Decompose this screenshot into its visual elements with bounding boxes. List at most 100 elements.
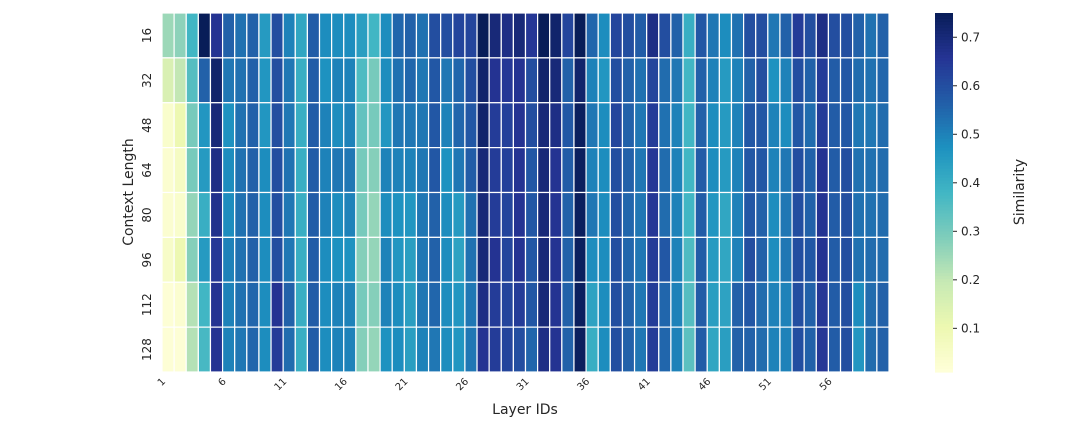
colorbar-tick-label: 0.3 <box>961 224 980 238</box>
heatmap-cells <box>161 12 890 373</box>
heatmap-cell <box>197 57 212 104</box>
heatmap-cell <box>318 12 333 59</box>
heatmap-cell <box>391 236 405 283</box>
colorbar-segment <box>935 57 953 62</box>
colorbar-segment <box>935 288 953 292</box>
heatmap-cell <box>537 281 551 328</box>
colorbar-segment <box>935 156 953 161</box>
heatmap-cell <box>391 12 405 59</box>
colorbar-segment <box>935 99 953 104</box>
heatmap-cell <box>524 57 539 104</box>
colorbar-segment <box>935 366 953 370</box>
heatmap-cell <box>658 57 672 104</box>
heatmap-cell <box>427 102 442 149</box>
heatmap-cell <box>464 281 478 328</box>
colorbar-segment <box>935 303 953 307</box>
heatmap-cell <box>597 102 611 149</box>
heatmap-cell <box>197 191 212 238</box>
heatmap-cell <box>779 102 793 149</box>
heatmap-cell <box>573 326 587 373</box>
heatmap-cell <box>306 102 321 149</box>
heatmap-cell <box>197 326 212 373</box>
heatmap-cell <box>173 102 187 149</box>
heatmap-cell <box>561 191 575 238</box>
heatmap-cell <box>767 326 781 373</box>
heatmap-cell <box>767 12 781 59</box>
heatmap-cell <box>282 236 296 283</box>
heatmap-cell <box>355 191 369 238</box>
heatmap-cell <box>161 12 175 59</box>
heatmap-cell <box>767 236 781 283</box>
heatmap-cell <box>367 102 381 149</box>
heatmap-cell <box>609 57 624 104</box>
heatmap-cell <box>221 147 236 194</box>
heatmap-cell <box>209 102 224 149</box>
heatmap-cell <box>440 281 454 328</box>
y-axis-label: Context Length <box>121 138 137 246</box>
heatmap-cell <box>367 326 381 373</box>
heatmap-cell <box>537 12 551 59</box>
heatmap-cell <box>452 102 466 149</box>
colorbar-segment <box>935 75 953 80</box>
heatmap-cell <box>755 191 769 238</box>
y-tick-label: 128 <box>140 338 154 361</box>
colorbar-segment <box>935 234 953 238</box>
heatmap-cell <box>488 102 502 149</box>
heatmap-cell <box>173 12 187 59</box>
heatmap-cell <box>500 147 514 194</box>
heatmap-cell <box>512 191 527 238</box>
heatmap-cell <box>391 102 405 149</box>
heatmap-cell <box>415 102 430 149</box>
heatmap-cell <box>209 57 224 104</box>
heatmap-cell <box>464 326 478 373</box>
colorbar-segment <box>935 108 953 113</box>
heatmap-cell <box>403 12 418 59</box>
heatmap-cell <box>524 147 539 194</box>
heatmap-cell <box>512 147 527 194</box>
heatmap-cell <box>815 281 830 328</box>
colorbar-segment <box>935 246 953 250</box>
heatmap-cell <box>730 57 745 104</box>
heatmap-cell <box>791 147 805 194</box>
heatmap-cell <box>852 326 866 373</box>
heatmap-cell <box>827 236 842 283</box>
heatmap-cell <box>234 281 248 328</box>
heatmap-cell <box>864 102 878 149</box>
colorbar-segment <box>935 294 953 298</box>
heatmap-cell <box>706 281 720 328</box>
heatmap-cell <box>585 236 599 283</box>
heatmap-cell <box>779 281 793 328</box>
heatmap-cell <box>415 12 430 59</box>
heatmap-cell <box>573 191 587 238</box>
colorbar-tick-label: 0.6 <box>961 79 980 93</box>
heatmap-cell <box>464 102 478 149</box>
heatmap-cell <box>876 281 890 328</box>
heatmap-cell <box>343 191 357 238</box>
heatmap-cell <box>646 12 660 59</box>
y-tick-labels: 16 32 48 64 80 96 112 128 <box>140 28 154 361</box>
colorbar-tick-label: 0.5 <box>961 127 980 141</box>
heatmap-cell <box>318 191 333 238</box>
heatmap-cell <box>742 102 757 149</box>
heatmap-cell <box>294 236 308 283</box>
heatmap-cell <box>755 12 769 59</box>
heatmap-cell <box>379 191 393 238</box>
heatmap-cell <box>476 191 490 238</box>
colorbar-segment <box>935 93 953 98</box>
heatmap-cell <box>633 326 648 373</box>
colorbar-segment <box>935 147 953 152</box>
heatmap-cell <box>742 281 757 328</box>
x-tick-label: 56 <box>818 376 835 393</box>
x-tick-label: 46 <box>697 376 714 393</box>
y-tick-label: 80 <box>140 207 154 222</box>
heatmap-cell <box>306 281 321 328</box>
heatmap-cell <box>573 102 587 149</box>
heatmap-cell <box>318 326 333 373</box>
colorbar-segment <box>935 13 953 17</box>
colorbar-segment <box>935 210 953 215</box>
heatmap-cell <box>839 57 854 104</box>
heatmap-cell <box>391 326 405 373</box>
heatmap-cell <box>827 12 842 59</box>
heatmap-cell <box>185 281 199 328</box>
heatmap-cell <box>318 147 333 194</box>
